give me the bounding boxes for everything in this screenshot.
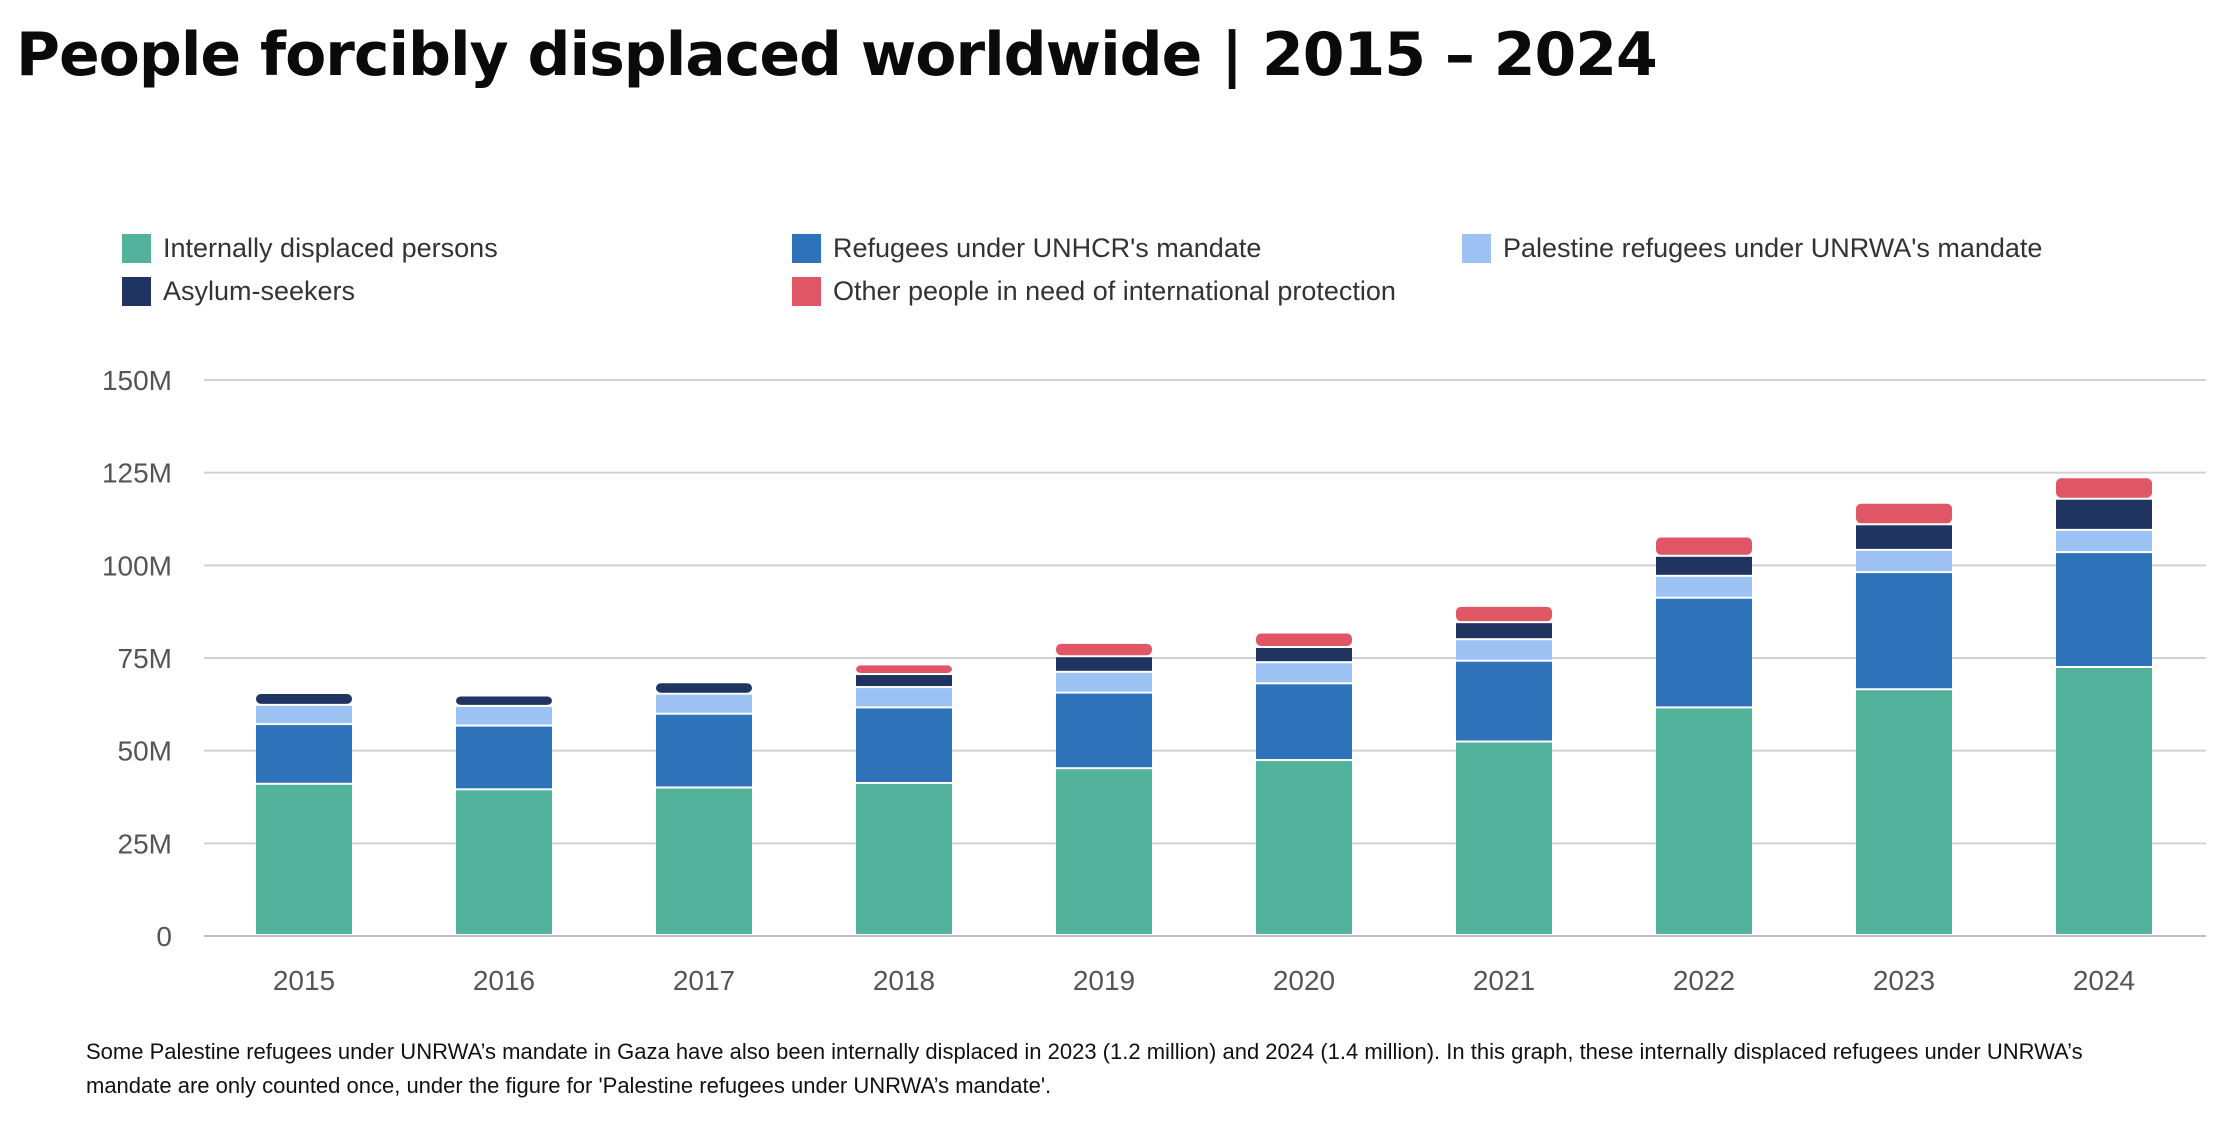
bar-segment xyxy=(2056,553,2152,667)
y-tick-label: 0 xyxy=(156,921,172,952)
x-tick-label: 2017 xyxy=(673,965,735,996)
legend-item[interactable]: Other people in need of international pr… xyxy=(792,275,1396,307)
bar-segment xyxy=(256,693,352,704)
bar-segment xyxy=(656,714,752,787)
legend-item[interactable]: Palestine refugees under UNRWA's mandate xyxy=(1462,232,2042,264)
x-tick-label: 2022 xyxy=(1673,965,1735,996)
y-tick-label: 125M xyxy=(102,458,172,489)
bar-segment xyxy=(2056,530,2152,552)
y-tick-label: 75M xyxy=(118,643,172,674)
y-tick-label: 50M xyxy=(118,736,172,767)
bar-segment xyxy=(1256,761,1352,934)
bar-segment xyxy=(856,784,952,934)
stacked-bar-chart: 0 25M 50M 75M 100M 125M 150M 2015 2016 2017 2018 20… xyxy=(102,365,2206,996)
bar-segment xyxy=(1056,657,1152,671)
bar-segment xyxy=(856,688,952,707)
bar-segment xyxy=(456,706,552,725)
bar-segment xyxy=(1456,623,1552,639)
bar-segment xyxy=(656,694,752,713)
bar-segment xyxy=(456,726,552,789)
legend-label: Internally displaced persons xyxy=(163,232,498,263)
legend-swatch xyxy=(122,276,151,306)
bar-segment xyxy=(1256,684,1352,760)
bar-segment xyxy=(1856,573,1952,689)
bar-segment xyxy=(2056,668,2152,934)
bar-segment xyxy=(1456,640,1552,660)
bar-segment xyxy=(1656,598,1752,707)
bar-segment xyxy=(1256,633,1352,646)
bar-segment xyxy=(2056,499,2152,529)
bar-segment xyxy=(1656,576,1752,597)
legend-label: Refugees under UNHCR's mandate xyxy=(833,232,1262,263)
legend-swatch xyxy=(1462,233,1491,263)
chart-legend: Internally displaced persons Refugees und… xyxy=(122,232,2122,332)
x-tick-label: 2020 xyxy=(1273,965,1335,996)
bar-segment xyxy=(2056,478,2152,498)
x-tick-label: 2021 xyxy=(1473,965,1535,996)
bar-segment xyxy=(1656,537,1752,555)
legend-label: Asylum-seekers xyxy=(163,275,356,306)
legend-item[interactable]: Asylum-seekers xyxy=(122,275,355,307)
bar-segment xyxy=(1256,647,1352,662)
bar-segment xyxy=(1856,503,1952,524)
x-tick-label: 2018 xyxy=(873,965,935,996)
bar-segment xyxy=(1056,693,1152,768)
legend-item[interactable]: Refugees under UNHCR's mandate xyxy=(792,232,1261,264)
bar-segment xyxy=(856,665,952,674)
bar-segment xyxy=(856,708,952,783)
x-tick-label: 2023 xyxy=(1873,965,1935,996)
bar-segment xyxy=(1856,525,1952,549)
bar-segment xyxy=(256,705,352,724)
bar-segment xyxy=(456,696,552,705)
y-tick-label: 150M xyxy=(102,365,172,396)
page-title: People forcibly displaced worldwide | 20… xyxy=(16,20,1658,90)
bar-segment xyxy=(656,788,752,934)
legend-label: Palestine refugees under UNRWA's mandate xyxy=(1503,232,2043,263)
x-tick-label: 2024 xyxy=(2073,965,2135,996)
legend-swatch xyxy=(792,233,821,263)
bar-segment xyxy=(1056,769,1152,934)
bar-segment xyxy=(1656,708,1752,934)
legend-item[interactable]: Internally displaced persons xyxy=(122,232,498,264)
legend-swatch xyxy=(122,233,151,263)
footnote: Some Palestine refugees under UNRWA’s ma… xyxy=(86,1039,2083,1098)
bar-segment xyxy=(1456,606,1552,622)
bar-segment xyxy=(1456,661,1552,741)
bar-segment xyxy=(1256,663,1352,683)
bar-segment xyxy=(256,725,352,783)
bar-segment xyxy=(1056,643,1152,656)
x-tick-label: 2019 xyxy=(1073,965,1135,996)
y-tick-label: 100M xyxy=(102,550,172,581)
x-tick-label: 2015 xyxy=(273,965,335,996)
y-tick-label: 25M xyxy=(118,828,172,859)
bar-segment xyxy=(1056,672,1152,692)
bar-segment xyxy=(1656,556,1752,575)
bar-segment xyxy=(456,790,552,934)
legend-swatch xyxy=(792,276,821,306)
bar-segment xyxy=(256,784,352,934)
x-tick-label: 2016 xyxy=(473,965,535,996)
bar-segment xyxy=(856,675,952,687)
bar-segment xyxy=(1856,550,1952,572)
bar-segment xyxy=(1456,742,1552,934)
bar-segment xyxy=(656,683,752,693)
legend-label: Other people in need of international pr… xyxy=(833,275,1396,306)
bar-segment xyxy=(1856,690,1952,934)
